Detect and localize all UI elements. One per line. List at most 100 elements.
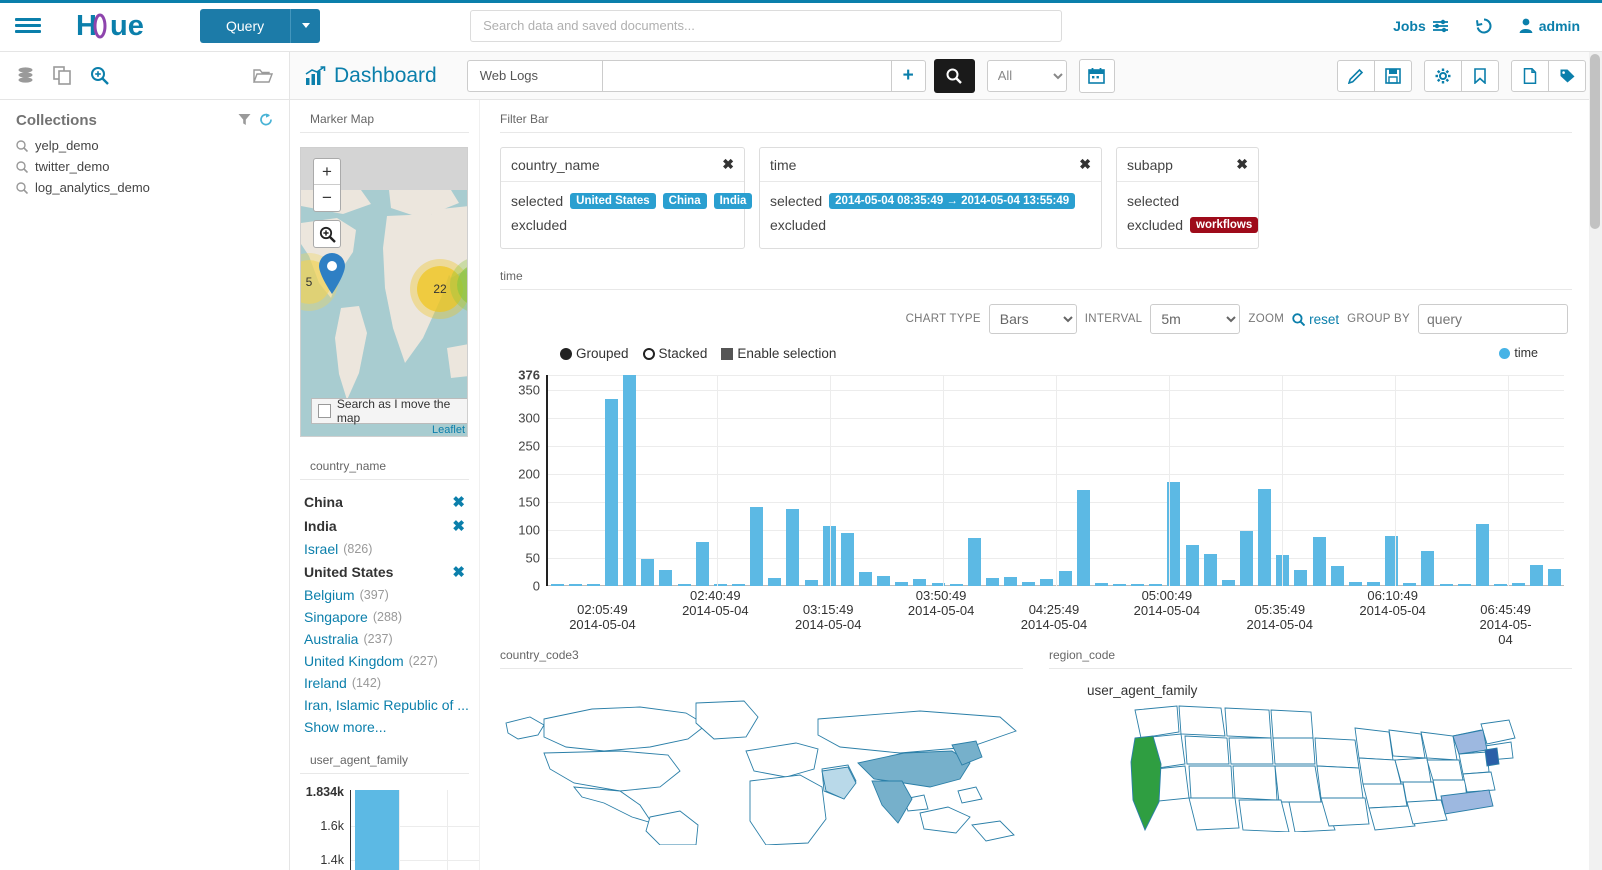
save-button[interactable] [1374,59,1412,92]
chart-bar[interactable] [1385,536,1399,586]
chart-bar[interactable] [604,399,619,586]
jobs-link[interactable]: Jobs [1393,18,1449,34]
add-query-button[interactable]: + [891,59,926,92]
collection-item-0[interactable]: yelp_demo [16,135,273,156]
edit-button[interactable] [1337,59,1375,92]
chart-bar[interactable] [1040,578,1054,586]
facet-item-iran[interactable]: Iran, Islamic Republic of ... [304,694,469,716]
filter-tag[interactable]: India [713,193,753,209]
hamburger-menu-icon[interactable] [0,15,56,36]
calendar-button[interactable] [1078,58,1115,93]
copy-icon[interactable] [53,66,72,85]
chart-legend[interactable]: time [1499,346,1538,360]
chart-bar[interactable] [731,584,746,586]
chart-bar[interactable] [1512,583,1526,586]
chart-bar[interactable] [1475,524,1489,586]
filter-tag-excluded[interactable]: workflows [1190,217,1259,233]
filter-tag[interactable]: 2014-05-04 08:35:49 → 2014-05-04 13:55:4… [829,193,1076,209]
scope-select[interactable]: All [986,59,1067,92]
chart-bar[interactable] [1258,489,1272,586]
filter-card-close-icon[interactable]: ✖ [722,156,734,172]
facet-item-israel[interactable]: Israel (826) [304,538,469,560]
chart-bar[interactable] [1276,555,1290,586]
search-as-i-move-checkbox[interactable] [318,404,331,418]
chart-bar[interactable] [659,569,673,586]
chart-bar[interactable] [877,576,891,586]
filter-tag[interactable]: United States [570,193,656,209]
chart-bar[interactable] [1439,584,1453,586]
chart-bar[interactable] [1366,582,1381,586]
map-cluster-1[interactable]: 22 [417,266,463,312]
chart-mode-stacked[interactable]: Stacked [642,346,707,361]
folder-open-icon[interactable] [252,66,273,85]
map-marker-pin-icon[interactable] [317,252,347,297]
facet-item-singapore[interactable]: Singapore (288) [304,606,469,628]
map-zoom-in-button[interactable]: + [314,159,340,185]
chart-bar[interactable] [1348,581,1362,586]
chart-bar[interactable] [1421,551,1435,586]
leaflet-attribution[interactable]: Leaflet [431,424,465,436]
new-document-button[interactable] [1511,59,1549,92]
chart-bar[interactable] [895,581,909,586]
chart-type-select[interactable]: Bars [988,304,1077,334]
chart-mode-grouped[interactable]: Grouped [560,346,629,361]
chart-bar[interactable] [568,584,582,586]
chart-bar[interactable] [1457,584,1471,586]
chart-bar[interactable] [840,533,854,586]
settings-button[interactable] [1424,59,1462,92]
chart-bar[interactable] [695,542,709,586]
chart-bar[interactable] [1131,584,1145,586]
global-search-input[interactable] [470,9,1063,42]
map-cluster-2[interactable]: 2 [457,264,467,306]
chart-bar[interactable] [550,583,564,586]
filter-card-close-icon[interactable]: ✖ [1079,156,1091,172]
collection-item-2[interactable]: log_analytics_demo [16,177,273,198]
page-scrollbar[interactable] [1589,52,1602,870]
chart-bar[interactable] [1185,545,1199,586]
interval-select[interactable]: 5m [1150,304,1241,334]
marker-map[interactable]: 5 22 2 + − [300,147,468,437]
facet-item-china[interactable]: China ✖ [304,490,469,514]
map-fit-bounds-button[interactable] [313,220,341,248]
chart-bar[interactable] [822,525,836,586]
database-icon[interactable] [16,66,35,85]
chart-bar[interactable] [931,583,945,586]
chart-bar[interactable] [1004,577,1018,586]
chart-bar[interactable] [949,584,963,586]
chart-bar[interactable] [713,584,727,586]
chart-enable-selection[interactable]: Enable selection [721,346,836,361]
facet-item-australia[interactable]: Australia (237) [304,628,469,650]
facet-remove-icon[interactable]: ✖ [452,494,465,511]
filter-card-close-icon[interactable]: ✖ [1236,156,1248,172]
facet-remove-icon[interactable]: ✖ [452,564,465,581]
chart-bar[interactable] [1167,481,1181,586]
collection-item-1[interactable]: twitter_demo [16,156,273,177]
search-button[interactable] [933,58,975,93]
zoom-reset-link[interactable]: reset [1292,312,1339,327]
chart-bar[interactable] [1403,583,1417,586]
facet-item-united-kingdom[interactable]: United Kingdom (227) [304,650,469,672]
hue-logo[interactable]: H ue [76,11,168,41]
chart-bar[interactable] [913,579,927,586]
query-dropdown-caret-icon[interactable] [290,8,321,43]
chart-bar[interactable] [586,584,600,586]
chart-bar[interactable] [677,584,691,586]
facet-show-more-link[interactable]: Show more... [304,719,387,735]
chart-bar[interactable] [858,571,873,586]
chart-bar[interactable] [1330,565,1344,586]
query-button[interactable]: Query [200,8,291,43]
chart-bar[interactable] [1203,554,1217,586]
chart-bar[interactable] [1058,571,1072,586]
search-plus-icon[interactable] [90,66,109,85]
map-zoom-out-button[interactable]: − [322,188,332,207]
facet-item-united-states[interactable]: United States ✖ [304,560,469,584]
facet-item-ireland[interactable]: Ireland (142) [304,672,469,694]
facet-item-india[interactable]: India ✖ [304,514,469,538]
chart-bar[interactable] [1530,564,1544,586]
uaf-bar-0[interactable] [355,790,399,870]
chart-bar[interactable] [1112,583,1127,586]
search-as-i-move-row[interactable]: Search as I move the map [311,397,467,425]
chart-bar[interactable] [641,559,655,586]
region-code-map[interactable] [1049,702,1572,832]
chart-bar[interactable] [1548,569,1562,586]
